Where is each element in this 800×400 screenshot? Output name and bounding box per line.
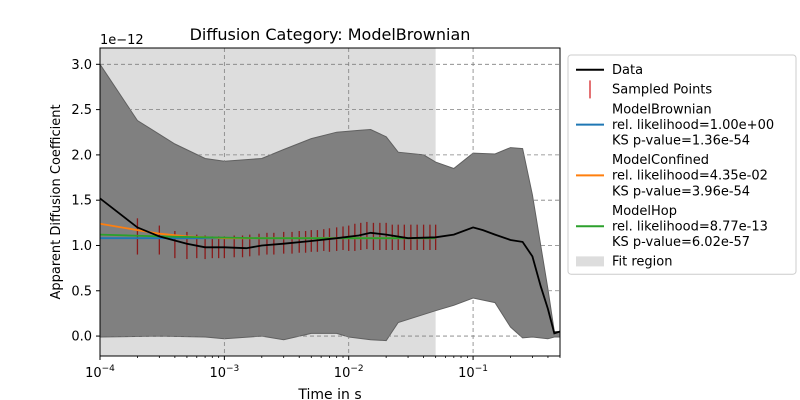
legend-label: ModelBrownian — [612, 102, 712, 117]
y-tick-label: 2.0 — [71, 148, 92, 163]
x-tick-label: 10−1 — [458, 364, 488, 381]
legend-label: rel. likelihood=8.77e-13 — [612, 220, 768, 235]
x-tick-label: 10−3 — [209, 364, 239, 381]
legend-label: KS p-value=3.96e-54 — [612, 184, 750, 199]
legend-label: Data — [612, 63, 643, 78]
legend-label: rel. likelihood=1.00e+00 — [612, 118, 774, 133]
x-tick-label: 10−2 — [334, 364, 364, 381]
legend-label: Sampled Points — [612, 83, 712, 98]
y-axis-label: Apparent Diffusion Coefficient — [49, 104, 64, 299]
legend-box — [567, 54, 797, 275]
fit-line-modelhop — [100, 233, 436, 240]
legend-label: KS p-value=6.02e-57 — [612, 235, 750, 250]
plot-area: 10−4 10−3 10−2 10−1 0.0 0.5 1.0 1.5 2.0 2.5 3.0 — [71, 47, 561, 381]
y-tick-label: 1.5 — [71, 194, 92, 209]
x-axis-label: Time in s — [297, 387, 361, 400]
legend-label: rel. likelihood=4.35e-02 — [612, 169, 768, 184]
y-tick-label: 3.0 — [71, 58, 92, 73]
confidence-band — [100, 63, 560, 342]
y-offset-label: 1e−12 — [100, 33, 144, 48]
y-tick-label: 0.0 — [71, 330, 92, 345]
legend-label: Fit region — [612, 255, 673, 270]
chart-title: Diffusion Category: ModelBrownian — [190, 25, 471, 44]
axes-frame — [99, 47, 561, 357]
x-tick-label: 10−4 — [85, 364, 115, 381]
legend-handle — [576, 256, 604, 267]
legend-label: ModelHop — [612, 204, 677, 219]
y-tick-label: 0.5 — [71, 284, 92, 299]
data-line — [100, 197, 560, 335]
y-tick-label: 2.5 — [71, 103, 92, 118]
legend-label: ModelConfined — [612, 153, 709, 168]
legend-label: KS p-value=1.36e-54 — [612, 134, 750, 149]
y-tick-label: 1.0 — [71, 239, 92, 254]
plot-clip-group — [100, 48, 560, 356]
